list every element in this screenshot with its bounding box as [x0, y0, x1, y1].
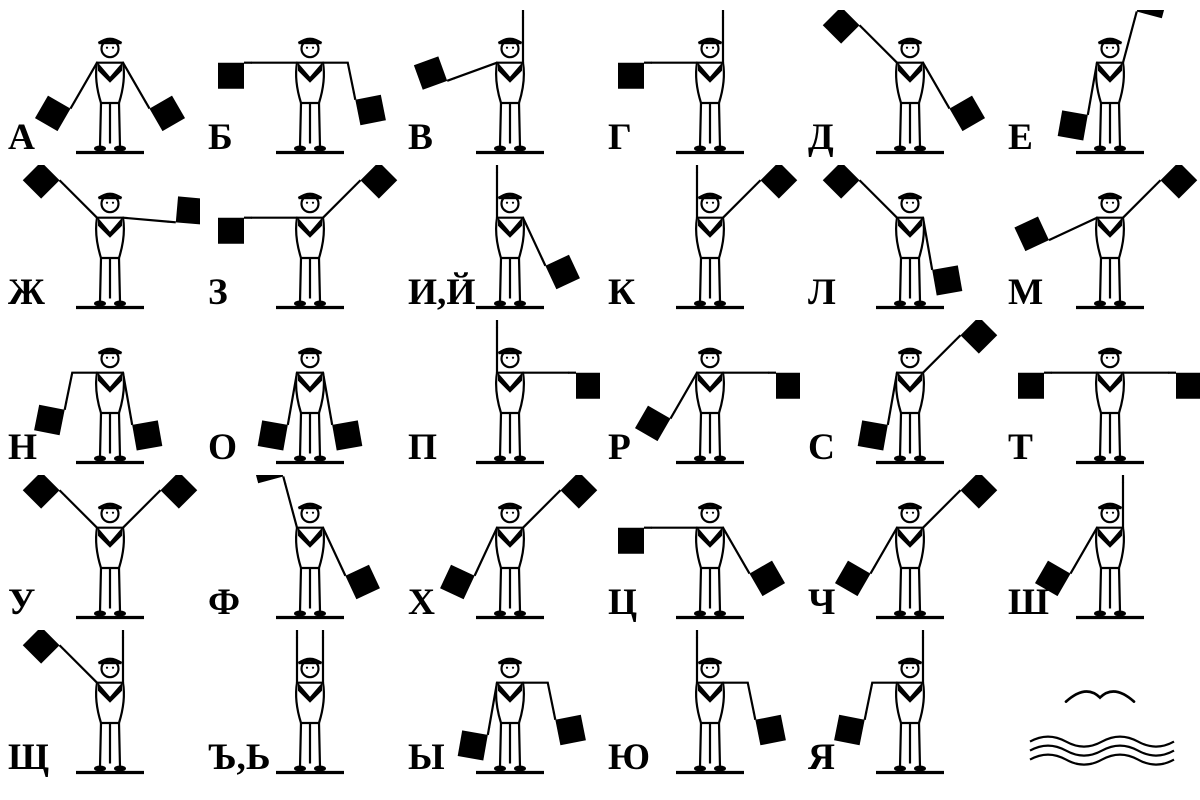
letter-label: Т [1008, 426, 1033, 469]
semaphore-cell: Н [0, 320, 200, 475]
letter-label: Ц [608, 581, 637, 624]
letter-label: И,Й [408, 271, 475, 314]
semaphore-cell: Г [600, 10, 800, 165]
semaphore-cell: Ш [1000, 475, 1200, 630]
semaphore-cell: Ъ,Ь [200, 630, 400, 785]
semaphore-cell: П [400, 320, 600, 475]
semaphore-cell: Ч [800, 475, 1000, 630]
letter-label: С [808, 426, 835, 469]
semaphore-cell: Р [600, 320, 800, 475]
letter-label: К [608, 271, 635, 314]
letter-label: Ч [808, 581, 835, 624]
semaphore-cell: З [200, 165, 400, 320]
semaphore-cell: К [600, 165, 800, 320]
semaphore-cell: В [400, 10, 600, 165]
semaphore-cell: Т [1000, 320, 1200, 475]
semaphore-cell: Ы [400, 630, 600, 785]
semaphore-cell: И,Й [400, 165, 600, 320]
semaphore-cell: Ф [200, 475, 400, 630]
semaphore-cell: С [800, 320, 1000, 475]
semaphore-cell: Б [200, 10, 400, 165]
letter-label: Щ [8, 736, 49, 779]
semaphore-cell: А [0, 10, 200, 165]
letter-label: Г [608, 116, 632, 159]
semaphore-cell: М [1000, 165, 1200, 320]
semaphore-cell: Л [800, 165, 1000, 320]
letter-label: Ъ,Ь [208, 736, 271, 779]
semaphore-cell: Д [800, 10, 1000, 165]
ornament-seagull-waves [1000, 630, 1200, 785]
letter-label: П [408, 426, 437, 469]
letter-label: З [208, 271, 228, 314]
semaphore-cell: У [0, 475, 200, 630]
letter-label: А [8, 116, 35, 159]
semaphore-cell: Я [800, 630, 1000, 785]
letter-label: Н [8, 426, 37, 469]
letter-label: У [8, 581, 35, 624]
letter-label: О [208, 426, 237, 469]
letter-label: Ш [1008, 581, 1049, 624]
letter-label: В [408, 116, 433, 159]
letter-label: Р [608, 426, 631, 469]
letter-label: Я [808, 736, 835, 779]
letter-label: Е [1008, 116, 1033, 159]
letter-label: Ф [208, 581, 240, 624]
semaphore-cell: Ж [0, 165, 200, 320]
semaphore-cell: Щ [0, 630, 200, 785]
semaphore-cell: Е [1000, 10, 1200, 165]
letter-label: Ю [608, 736, 650, 779]
letter-label: Л [808, 271, 836, 314]
letter-label: Ы [408, 736, 445, 779]
semaphore-cell: Ю [600, 630, 800, 785]
semaphore-cell: Х [400, 475, 600, 630]
letter-label: М [1008, 271, 1043, 314]
letter-label: Д [808, 116, 834, 159]
semaphore-cell: Ц [600, 475, 800, 630]
semaphore-alphabet-chart: А Б [0, 0, 1200, 800]
semaphore-cell: О [200, 320, 400, 475]
letter-label: Б [208, 116, 233, 159]
letter-label: Ж [8, 271, 45, 314]
letter-label: Х [408, 581, 435, 624]
